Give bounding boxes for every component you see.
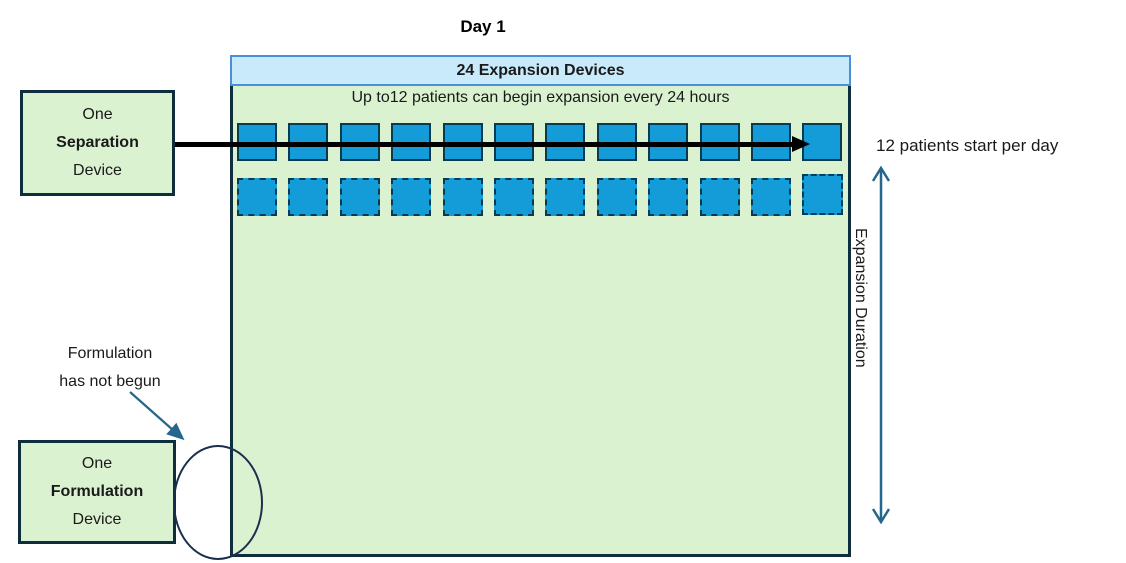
formulation-note-arrow-icon (129, 391, 185, 441)
patient-square-dashed (802, 174, 844, 215)
flow-arrow-head-icon (792, 136, 810, 152)
patient-square-dashed (699, 178, 740, 216)
patient-square-dashed (442, 178, 483, 216)
patient-square-dashed (596, 178, 637, 216)
patient-square-dashed (288, 178, 329, 216)
expansion-duration-arrow-icon (871, 165, 891, 525)
formulation-device-box: One Formulation Device (18, 440, 176, 544)
dashed-squares-row (237, 174, 852, 218)
expansion-subtitle: Up to12 patients can begin expansion eve… (351, 89, 730, 106)
separation-device-line3: Device (73, 162, 122, 179)
formulation-not-begun-circle-icon (173, 445, 263, 560)
patients-per-day-label: 12 patients start per day (876, 136, 1059, 155)
formulation-note-line1: Formulation (67, 345, 153, 362)
formulation-device-line2: Formulation (50, 483, 144, 500)
formulation-note: Formulation has not begun (30, 340, 190, 396)
formulation-note-line2: has not begun (59, 373, 161, 390)
patient-square-dashed (391, 178, 432, 216)
separation-device-box: One Separation Device (20, 90, 175, 196)
expansion-devices-header: 24 Expansion Devices (230, 55, 851, 86)
formulation-device-line1: One (81, 455, 113, 472)
formulation-device-line3: Device (72, 511, 122, 528)
expansion-devices-header-label: 24 Expansion Devices (456, 61, 625, 79)
patient-square-dashed (237, 178, 277, 216)
patient-square-dashed (545, 178, 586, 216)
patient-square-dashed (751, 178, 791, 216)
expansion-area: Up to12 patients can begin expansion eve… (230, 85, 851, 557)
patient-square-dashed (339, 178, 380, 216)
separation-device-line1: One (82, 106, 113, 123)
expansion-duration-label: Expansion Duration (852, 228, 869, 368)
separation-device-line2: Separation (56, 134, 139, 151)
patient-square-dashed (648, 178, 689, 216)
page-title: Day 1 (460, 17, 506, 36)
patient-square-dashed (494, 178, 534, 216)
flow-arrow (175, 142, 793, 147)
